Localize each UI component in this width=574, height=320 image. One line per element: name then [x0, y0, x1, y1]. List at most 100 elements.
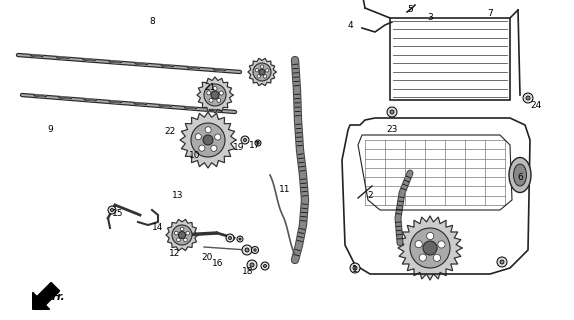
Circle shape [217, 99, 221, 102]
Circle shape [353, 266, 357, 270]
Circle shape [257, 142, 259, 144]
Polygon shape [398, 216, 462, 280]
Circle shape [184, 238, 187, 242]
Polygon shape [209, 109, 222, 111]
Circle shape [247, 260, 257, 270]
Text: 23: 23 [386, 125, 398, 134]
Circle shape [253, 63, 271, 81]
Ellipse shape [509, 157, 531, 193]
Polygon shape [33, 95, 46, 97]
Circle shape [239, 238, 241, 240]
Circle shape [195, 134, 201, 140]
Circle shape [250, 263, 254, 267]
Circle shape [257, 75, 261, 78]
Circle shape [259, 69, 265, 75]
Polygon shape [84, 99, 96, 101]
Text: 16: 16 [212, 259, 224, 268]
Circle shape [241, 136, 249, 144]
Circle shape [261, 262, 269, 270]
Polygon shape [59, 97, 71, 99]
Polygon shape [197, 77, 233, 113]
Circle shape [205, 127, 211, 133]
Circle shape [263, 265, 266, 268]
Circle shape [497, 257, 507, 267]
Text: 7: 7 [487, 10, 493, 19]
Text: 10: 10 [189, 150, 201, 159]
Text: 15: 15 [113, 209, 124, 218]
Circle shape [186, 231, 189, 235]
Circle shape [219, 91, 223, 95]
Text: 4: 4 [347, 20, 353, 29]
Circle shape [433, 254, 440, 261]
Polygon shape [30, 55, 43, 57]
Ellipse shape [514, 164, 526, 186]
Circle shape [215, 134, 221, 140]
Circle shape [423, 241, 437, 255]
Circle shape [211, 91, 219, 99]
Polygon shape [213, 69, 226, 71]
Circle shape [390, 110, 394, 114]
Circle shape [251, 246, 258, 253]
Circle shape [203, 135, 213, 145]
Circle shape [209, 98, 213, 102]
Circle shape [266, 69, 269, 72]
Polygon shape [56, 57, 69, 59]
Text: 6: 6 [517, 173, 523, 182]
Circle shape [207, 91, 211, 95]
Circle shape [254, 249, 256, 251]
Text: 14: 14 [152, 222, 164, 231]
Circle shape [179, 231, 185, 238]
Circle shape [108, 206, 116, 214]
Circle shape [438, 241, 445, 248]
Text: 20: 20 [201, 253, 213, 262]
Polygon shape [108, 101, 121, 103]
Polygon shape [108, 61, 121, 63]
Text: 19: 19 [233, 143, 245, 153]
Polygon shape [134, 103, 146, 105]
Text: 24: 24 [530, 100, 542, 109]
Circle shape [261, 65, 263, 68]
Circle shape [111, 209, 114, 212]
Text: 21: 21 [204, 83, 216, 92]
Circle shape [213, 86, 217, 90]
Polygon shape [83, 59, 95, 61]
Circle shape [243, 139, 246, 141]
Polygon shape [166, 220, 198, 251]
Text: 9: 9 [47, 125, 53, 134]
Text: 22: 22 [164, 127, 176, 137]
Text: 13: 13 [172, 191, 184, 201]
Text: 2: 2 [367, 190, 373, 199]
Polygon shape [135, 63, 148, 65]
Polygon shape [184, 107, 196, 109]
Circle shape [419, 254, 426, 261]
Circle shape [211, 145, 217, 151]
Circle shape [523, 93, 533, 103]
Text: 11: 11 [279, 186, 291, 195]
Polygon shape [161, 65, 173, 67]
Circle shape [226, 234, 234, 242]
Circle shape [500, 260, 504, 264]
Circle shape [237, 236, 243, 242]
Circle shape [204, 84, 226, 106]
Circle shape [177, 238, 180, 242]
Text: Fr.: Fr. [52, 292, 65, 302]
Circle shape [228, 236, 231, 239]
Circle shape [174, 231, 178, 235]
Polygon shape [159, 105, 172, 107]
Circle shape [526, 96, 530, 100]
Text: 12: 12 [169, 249, 181, 258]
Text: 8: 8 [149, 18, 155, 27]
Text: 3: 3 [427, 13, 433, 22]
Circle shape [245, 248, 249, 252]
Circle shape [426, 232, 434, 240]
Circle shape [263, 75, 267, 78]
Text: 1: 1 [352, 266, 358, 275]
Circle shape [180, 227, 184, 231]
Text: 18: 18 [242, 268, 254, 276]
Circle shape [255, 68, 258, 72]
Circle shape [172, 225, 192, 245]
Polygon shape [180, 112, 236, 168]
Circle shape [255, 140, 261, 146]
Text: 5: 5 [407, 5, 413, 14]
Circle shape [350, 263, 360, 273]
